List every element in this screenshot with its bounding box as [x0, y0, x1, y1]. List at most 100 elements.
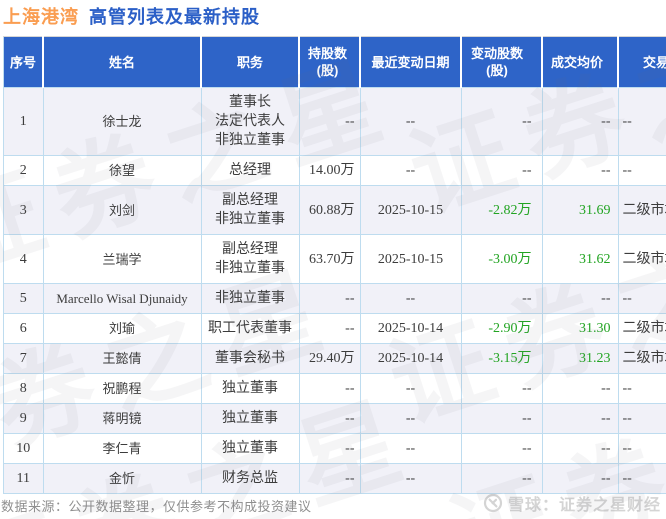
table-cell: -- [298, 313, 361, 344]
table-cell: -2.82万 [460, 185, 543, 235]
table-cell: 独立董事 [200, 373, 300, 404]
table-cell: 职工代表董事 [200, 313, 300, 344]
table-cell: 1 [3, 87, 44, 156]
table-cell: -- [359, 87, 462, 156]
table-cell: -- [359, 373, 462, 404]
column-header: 最近变动日期 [359, 36, 461, 88]
table-row: 5 Marcello Wisal Djunaidy 非独立董事 -- -- -- -- -- [3, 283, 666, 314]
table-cell: 二级市场买卖 [617, 313, 666, 344]
table-row: 10 李仁青 独立董事 -- -- -- -- -- [3, 433, 666, 464]
table-row: 11 金忻 财务总监 -- -- -- -- -- [3, 463, 666, 494]
table-cell: -- [460, 87, 543, 156]
table-cell: 3 [3, 185, 44, 235]
table-cell: -- [460, 463, 543, 494]
table-cell: -- [460, 403, 543, 434]
column-header: 变动股数 (股) [460, 36, 542, 88]
table-cell: 独立董事 [200, 403, 300, 434]
table-cell: 二级市场买卖 [617, 343, 666, 374]
table-row: 3 刘剑 副总经理 非独立董事 60.88万 2025-10-15 -2.82万 31.69… [3, 185, 666, 235]
table-cell: 董事长 法定代表人 非独立董事 [200, 87, 300, 156]
column-header: 序号 [3, 36, 43, 88]
brand-text: 雪球：证券之星财经 [507, 497, 661, 514]
table-cell: 31.23 [541, 343, 619, 374]
table-cell: 10 [3, 433, 44, 464]
table-cell: -- [460, 283, 543, 314]
table-cell: 29.40万 [298, 343, 361, 374]
table-cell: 独立董事 [200, 433, 300, 464]
table-cell: 9 [3, 403, 44, 434]
data-source-note: 数据来源：公开数据整理，仅供参考不构成投资建议 [1, 499, 312, 514]
table-cell: -- [541, 403, 619, 434]
table-cell: 祝鹏程 [42, 373, 202, 404]
table-cell: -- [617, 373, 666, 404]
table-row: 9 蒋明镜 独立董事 -- -- -- -- -- [3, 403, 666, 434]
table-cell: -- [298, 283, 361, 314]
table-cell: 金忻 [42, 463, 202, 494]
table-cell: -- [460, 373, 543, 404]
table-cell: 14.00万 [298, 155, 361, 186]
table-cell: -- [617, 433, 666, 464]
table-cell: 财务总监 [200, 463, 300, 494]
column-header: 交易方式 [617, 36, 666, 88]
table-cell: 2 [3, 155, 44, 186]
xueqiu-logo-icon [483, 493, 503, 513]
table-cell: 31.30 [541, 313, 619, 344]
table-cell: 二级市场买卖 [617, 185, 666, 235]
table-row: 2 徐望 总经理 14.00万 -- -- -- -- [3, 155, 666, 186]
table-cell: 副总经理 非独立董事 [200, 185, 300, 235]
table-cell: -- [541, 433, 619, 464]
table-cell: -- [359, 155, 462, 186]
table-cell: -- [298, 87, 361, 156]
table-cell: 2025-10-15 [359, 185, 462, 235]
table-cell: -- [541, 463, 619, 494]
table-cell: -- [617, 87, 666, 156]
table-cell: -- [617, 463, 666, 494]
company-name: 上海港湾 [3, 7, 79, 27]
table-cell: -- [298, 403, 361, 434]
table-cell: 31.69 [541, 185, 619, 235]
table-cell: -2.90万 [460, 313, 543, 344]
table-cell: 2025-10-15 [359, 234, 462, 284]
table-cell: -- [298, 373, 361, 404]
column-header: 职务 [200, 36, 299, 88]
table-cell: 二级市场买卖 [617, 234, 666, 284]
table-cell: 非独立董事 [200, 283, 300, 314]
page-subtitle: 高管列表及最新持股 [89, 7, 260, 27]
table-cell: 4 [3, 234, 44, 284]
table-body: 1 徐士龙 董事长 法定代表人 非独立董事 -- -- -- -- -- 2 徐望 总经理 14.00… [3, 87, 666, 494]
table-cell: -- [359, 433, 462, 464]
table-cell: 王懿倩 [42, 343, 202, 374]
table-cell: 8 [3, 373, 44, 404]
column-header: 成交均价 [541, 36, 618, 88]
table-cell: 董事会秘书 [200, 343, 300, 374]
table-cell: -3.15万 [460, 343, 543, 374]
table-cell: 刘瑜 [42, 313, 202, 344]
table-cell: -- [617, 155, 666, 186]
table-cell: 31.62 [541, 234, 619, 284]
table-cell: 蒋明镜 [42, 403, 202, 434]
table-cell: 副总经理 非独立董事 [200, 234, 300, 284]
table-row: 4 兰瑞学 副总经理 非独立董事 63.70万 2025-10-15 -3.00万 31.6… [3, 234, 666, 284]
table-cell: 兰瑞学 [42, 234, 202, 284]
brand-watermark: 雪球：证券之星财经 [483, 491, 661, 515]
table-cell: 2025-10-14 [359, 313, 462, 344]
table-cell: 6 [3, 313, 44, 344]
table-cell: -- [541, 283, 619, 314]
table-cell: 7 [3, 343, 44, 374]
page-title: 上海港湾 高管列表及最新持股 [3, 3, 260, 29]
table-cell: 60.88万 [298, 185, 361, 235]
table-cell: -- [617, 403, 666, 434]
table-cell: -- [460, 433, 543, 464]
table-cell: 63.70万 [298, 234, 361, 284]
table-cell: 刘剑 [42, 185, 202, 235]
table-cell: -- [298, 433, 361, 464]
table-row: 7王懿倩董事会秘书29.40万2025-10-14-3.15万31.23二级市场… [3, 343, 666, 374]
table-cell: 11 [3, 463, 44, 494]
table-cell: -- [617, 283, 666, 314]
table-row: 8 祝鹏程 独立董事 -- -- -- -- -- [3, 373, 666, 404]
table-cell: -- [541, 87, 619, 156]
